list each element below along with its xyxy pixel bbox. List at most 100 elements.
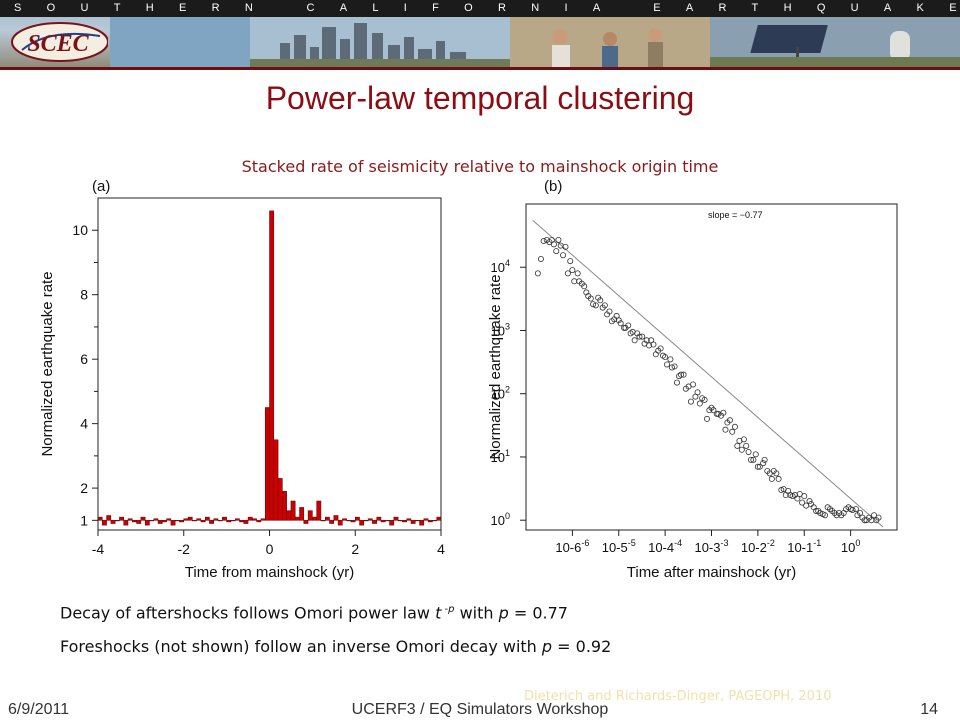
x-tick-label-b: 100 <box>841 538 860 555</box>
y-tick-label-a: 10 <box>72 222 88 238</box>
data-point-b <box>794 495 801 502</box>
x-tick-label-b: 10-2-2 <box>741 538 775 555</box>
data-point-b <box>875 514 882 521</box>
bar-a <box>290 500 296 521</box>
data-point-b <box>550 241 557 248</box>
bar-a <box>277 478 283 521</box>
bar-a <box>316 500 322 521</box>
data-point-b <box>747 456 754 463</box>
bar-a <box>222 516 227 521</box>
data-point-b <box>677 371 684 378</box>
bar-a <box>372 520 377 524</box>
data-point-b <box>662 354 669 361</box>
bar-a <box>192 520 197 522</box>
data-point-b <box>775 475 782 482</box>
bar-a <box>329 520 335 524</box>
data-point-b <box>643 337 650 344</box>
bar-a <box>282 491 287 521</box>
y-tick-label-b: 100 <box>491 511 510 528</box>
bar-a <box>114 520 120 522</box>
plot-frame-b <box>525 203 898 531</box>
bar-a <box>432 520 437 522</box>
panel-b-label: (b) <box>544 178 562 195</box>
data-point-b <box>806 498 813 505</box>
bar-a <box>217 520 223 522</box>
data-point-b <box>861 517 868 524</box>
bar-a <box>183 518 189 521</box>
data-point-b <box>625 322 632 329</box>
citation: Dieterich and Richards-Dinger, PAGEOPH, … <box>524 689 832 704</box>
bar-a <box>209 520 215 524</box>
data-point-b <box>652 351 659 358</box>
data-point-b <box>671 363 678 370</box>
data-point-b <box>701 396 708 403</box>
data-point-b <box>687 398 694 405</box>
data-point-b <box>731 423 738 430</box>
data-point-b <box>567 258 574 265</box>
bar-a <box>136 520 142 524</box>
data-point-b <box>581 283 588 290</box>
data-point-b <box>650 341 657 348</box>
bar-a <box>299 507 305 521</box>
bar-a <box>324 516 330 521</box>
x-tick-label-a: -2 <box>178 541 191 557</box>
bar-a <box>363 520 369 522</box>
scec-logo-icon: SCEC <box>11 22 108 62</box>
bar-a <box>337 520 343 526</box>
bar-a <box>436 516 442 521</box>
bar-a <box>355 516 360 521</box>
bar-a <box>423 518 429 521</box>
data-point-b <box>583 289 590 296</box>
data-point-b <box>534 270 541 277</box>
bar-a <box>144 520 150 526</box>
foreshock-note: Foreshocks (not shown) follow an inverse… <box>60 637 612 656</box>
bar-a <box>367 518 373 521</box>
x-axis-label-b: Time after mainshock (yr) <box>627 564 796 581</box>
data-point-b <box>636 333 643 340</box>
data-point-b <box>773 470 780 477</box>
data-point-b <box>601 302 608 309</box>
bar-a <box>170 520 176 526</box>
y-tick-label-a: 4 <box>80 416 88 432</box>
bar-a <box>260 518 266 521</box>
data-point-b <box>849 506 856 513</box>
data-point-b <box>761 456 768 463</box>
data-point-b <box>537 256 544 263</box>
data-point-b <box>821 512 828 519</box>
bar-a <box>427 520 433 523</box>
bar-a <box>269 210 275 521</box>
data-point-b <box>562 243 569 250</box>
bar-a <box>179 520 185 523</box>
bar-a <box>294 516 300 521</box>
data-point-b <box>738 446 745 453</box>
data-point-b <box>564 270 571 277</box>
data-point-b <box>704 415 711 422</box>
bar-a <box>402 520 407 523</box>
bar-a <box>200 520 206 523</box>
omori-note: Decay of aftershocks follows Omori power… <box>60 603 568 623</box>
bar-a <box>359 520 365 526</box>
data-point-b <box>756 463 763 470</box>
y-axis-label-b: Normalized earthquake rate <box>487 274 504 459</box>
x-tick-label-a: 0 <box>266 541 274 557</box>
data-point-b <box>745 448 752 455</box>
bar-a <box>140 516 146 521</box>
bar-a <box>350 520 356 523</box>
data-point-b <box>631 337 638 344</box>
footer-workshop: UCERF3 / EQ Simulators Workshop <box>351 701 609 718</box>
banner-photo-collage <box>110 17 960 68</box>
y-tick-label-a: 1 <box>80 512 88 528</box>
panel-a-label: (a) <box>92 178 110 195</box>
x-tick-label-b: 10-5-5 <box>602 538 636 555</box>
chart-panel-a: (a) 1 2 4 6 8 10 -4 -2 0 2 4 Time from mainshock (yr… <box>39 178 445 581</box>
bar-a <box>157 520 163 524</box>
data-point-b <box>553 248 560 255</box>
data-point-b <box>799 499 806 506</box>
fit-line-b <box>532 220 884 528</box>
bar-a <box>286 510 292 521</box>
bar-a <box>247 516 253 521</box>
x-tick-label-b: 10-4-4 <box>648 538 682 555</box>
bar-a <box>230 520 236 522</box>
bar-a <box>204 516 210 521</box>
bar-a <box>102 520 107 526</box>
